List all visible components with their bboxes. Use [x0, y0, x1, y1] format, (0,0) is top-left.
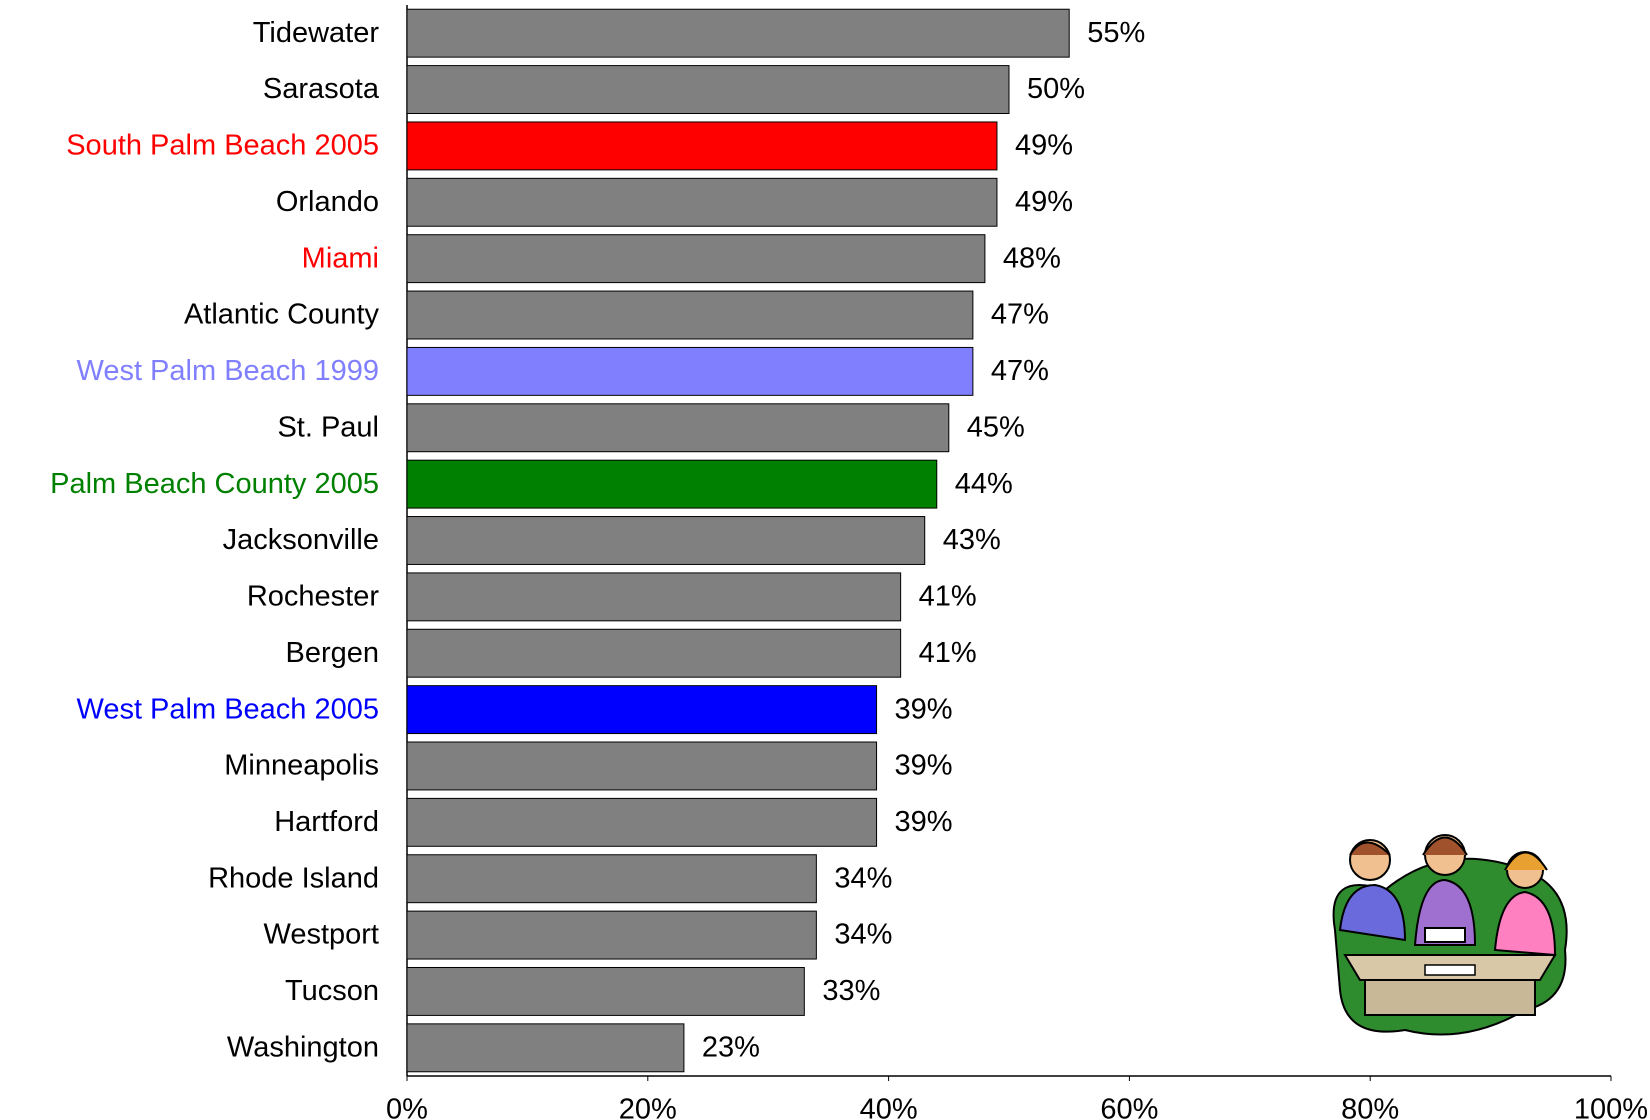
- data-label: 49%: [1015, 130, 1073, 162]
- y-tick-label: Orlando: [276, 186, 379, 218]
- y-tick-label: Rhode Island: [208, 862, 379, 894]
- y-tick-label: Atlantic County: [184, 299, 380, 331]
- data-label: 50%: [1027, 73, 1085, 105]
- data-label: 23%: [702, 1031, 760, 1063]
- bar: [406, 685, 878, 735]
- bar: [406, 966, 805, 1016]
- y-tick-label: Westport: [263, 919, 379, 951]
- bar: [406, 121, 998, 171]
- y-tick-label: Hartford: [274, 806, 379, 838]
- bar: [406, 403, 950, 453]
- y-tick-label: Bergen: [285, 637, 379, 669]
- data-label: 34%: [834, 862, 892, 894]
- x-tick-label: 20%: [619, 1094, 677, 1120]
- data-label: 39%: [895, 750, 953, 782]
- data-label: 49%: [1015, 186, 1073, 218]
- data-label: 41%: [919, 637, 977, 669]
- data-label: 43%: [943, 524, 1001, 556]
- data-label: 48%: [1003, 242, 1061, 274]
- data-label: 34%: [834, 919, 892, 951]
- y-tick-label: Rochester: [247, 581, 380, 613]
- x-tick-label: 0%: [386, 1094, 428, 1120]
- bar: [406, 516, 926, 565]
- data-label: 47%: [991, 355, 1049, 387]
- y-tick-label: Miami: [302, 242, 379, 274]
- data-label: 44%: [955, 468, 1013, 500]
- y-tick-label: St. Paul: [277, 411, 379, 443]
- bar: [406, 1023, 685, 1073]
- y-tick-label: Jacksonville: [223, 524, 379, 556]
- bar: [406, 797, 878, 847]
- y-tick-label: West Palm Beach 2005: [76, 693, 379, 725]
- y-tick-label: Tidewater: [253, 17, 380, 49]
- bar: [406, 628, 902, 678]
- x-tick-label: 100%: [1574, 1094, 1648, 1120]
- y-tick-label: West Palm Beach 1999: [76, 355, 379, 387]
- bar: [406, 177, 998, 227]
- data-label: 41%: [919, 581, 977, 613]
- bar: [406, 65, 1010, 115]
- data-label: 55%: [1087, 17, 1145, 49]
- bar: [406, 854, 817, 904]
- data-label: 45%: [967, 411, 1025, 443]
- bar: [406, 910, 817, 960]
- bar: [406, 8, 1070, 58]
- clipart: [1332, 834, 1568, 1036]
- data-label: 47%: [991, 299, 1049, 331]
- x-tick-label: 60%: [1100, 1094, 1158, 1120]
- bar: [406, 346, 974, 396]
- y-tick-label: South Palm Beach 2005: [66, 130, 379, 162]
- y-tick-label: Sarasota: [263, 73, 380, 105]
- y-tick-label: Tucson: [285, 975, 379, 1007]
- bar: [406, 459, 938, 509]
- bar: [406, 572, 902, 622]
- x-tick-label: 80%: [1341, 1094, 1399, 1120]
- y-tick-label: Washington: [227, 1031, 379, 1063]
- y-tick-label: Minneapolis: [224, 750, 379, 782]
- bar: [406, 234, 986, 284]
- x-tick-label: 40%: [860, 1094, 918, 1120]
- bar: [406, 290, 974, 340]
- data-label: 39%: [895, 693, 953, 725]
- y-tick-label: Palm Beach County 2005: [50, 468, 379, 500]
- data-label: 39%: [895, 806, 953, 838]
- data-label: 33%: [822, 975, 880, 1007]
- bar: [406, 741, 878, 791]
